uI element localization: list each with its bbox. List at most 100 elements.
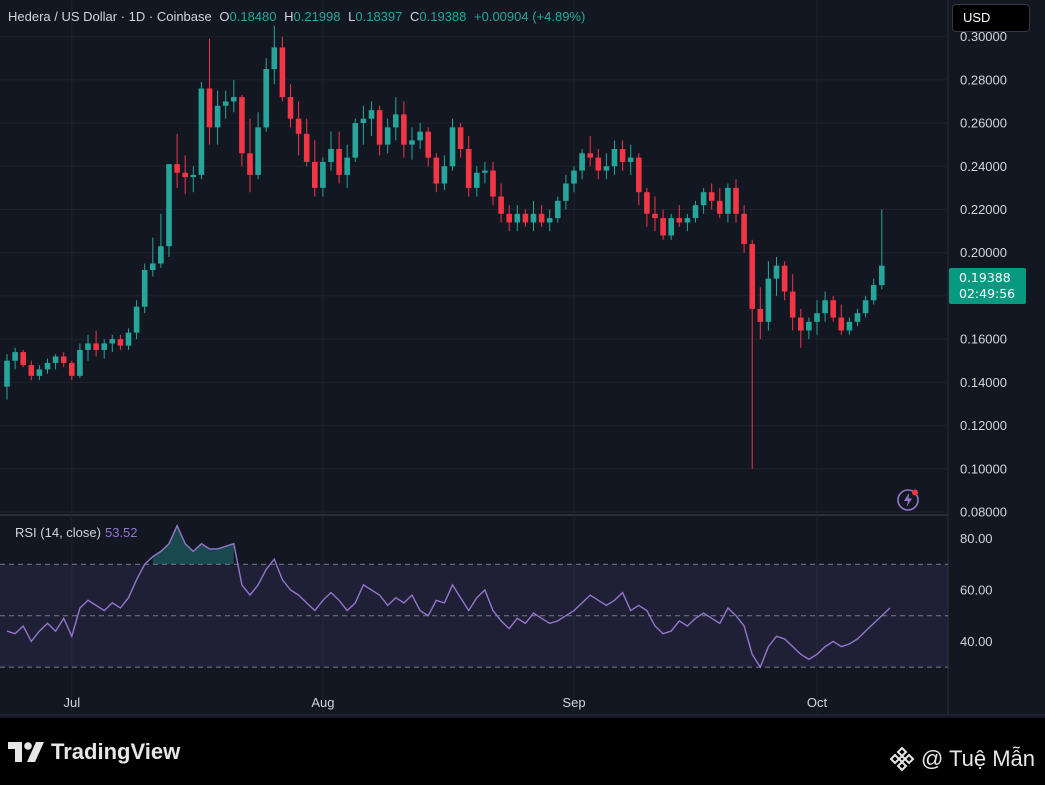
candle-body — [870, 285, 877, 301]
last-price: 0.19388 — [959, 270, 1011, 285]
candle-body — [93, 343, 99, 350]
candle-body — [579, 153, 585, 171]
candle-body — [376, 110, 383, 145]
candle-body — [482, 170, 488, 173]
price-tick-label: 0.30000 — [960, 29, 1007, 44]
candle-body — [85, 343, 91, 350]
rsi-line — [6, 523, 891, 669]
candle-body — [77, 349, 83, 376]
candle-body — [571, 170, 577, 184]
candle-body — [312, 161, 318, 188]
candle-body — [393, 114, 399, 128]
close-label: C — [410, 9, 420, 24]
candle-body — [814, 313, 820, 322]
candle-body — [52, 356, 59, 363]
candle-body — [619, 148, 626, 162]
candle-body — [320, 161, 326, 188]
watermark-text: @ Tuệ Mẫn — [920, 746, 1035, 771]
candle-body — [247, 153, 253, 175]
candle-body — [806, 321, 812, 331]
ohlc-legend: Hedera / US Dollar · 1D · Coinbase O0.18… — [8, 9, 585, 24]
candle-body — [190, 174, 197, 178]
tradingview-logo[interactable]: TradingView — [8, 738, 180, 766]
candle-body — [360, 118, 367, 124]
symbol-title[interactable]: Hedera / US Dollar · 1D · Coinbase — [8, 9, 212, 24]
time-tick-label: Aug — [311, 695, 334, 710]
candle-body — [717, 200, 723, 214]
candle-body — [352, 123, 359, 158]
candle-body — [741, 213, 747, 245]
tradingview-logo-text: TradingView — [51, 739, 181, 764]
candle-body — [879, 265, 885, 286]
candle-body — [60, 356, 67, 363]
candle-body — [231, 97, 237, 102]
candle-body — [822, 300, 828, 314]
candle-body — [862, 300, 869, 314]
close-value: 0.19388 — [419, 9, 467, 24]
candle-body — [611, 148, 618, 167]
candle-body — [789, 291, 796, 318]
candle-body — [692, 205, 699, 219]
price-tick-label: 0.14000 — [960, 375, 1007, 390]
candle-body — [255, 127, 261, 175]
currency-button[interactable]: USD — [952, 4, 1030, 32]
candle-body — [757, 308, 764, 322]
candle-body — [222, 101, 229, 106]
price-tick-label: 0.20000 — [960, 245, 1007, 260]
price-tick-label: 0.26000 — [960, 116, 1007, 131]
candle-body — [69, 362, 75, 376]
candle-body — [263, 69, 269, 128]
candle-body — [425, 131, 431, 158]
candle-body — [749, 244, 755, 309]
candle-body — [498, 196, 504, 214]
candle-body — [603, 166, 610, 171]
rsi-label: RSI (14, close) — [15, 525, 101, 540]
candle-body — [449, 127, 456, 167]
rsi-legend[interactable]: RSI (14, close) 53.52 — [15, 525, 138, 540]
candle-body — [457, 127, 464, 149]
price-tick-label: 0.16000 — [960, 332, 1007, 347]
candle-body — [587, 153, 593, 158]
candle-body — [522, 213, 529, 223]
last-price-tag: 0.19388 02:49:56 — [949, 268, 1026, 304]
candle-body — [433, 157, 440, 184]
candle-body — [555, 200, 561, 219]
price-tick-label: 0.22000 — [960, 202, 1007, 217]
candle-body — [652, 213, 658, 219]
rsi-tick-label: 60.00 — [960, 583, 993, 598]
open-value: 0.18480 — [229, 9, 277, 24]
candle-body — [295, 118, 302, 134]
time-tick-label: Jul — [63, 695, 80, 710]
candle-body — [239, 97, 245, 154]
high-label: H — [284, 9, 294, 24]
candle-body — [279, 47, 286, 98]
time-tick-label: Oct — [807, 695, 828, 710]
candle-body — [781, 265, 788, 292]
change-value: +0.00904 (+4.89%) — [474, 9, 586, 24]
candle-body — [490, 170, 496, 197]
candle-body — [101, 343, 107, 350]
candle-body — [684, 218, 691, 223]
candles-group — [4, 25, 885, 469]
candle-body — [441, 166, 448, 184]
candle-body — [538, 213, 545, 223]
candle-body — [474, 172, 480, 188]
high-value: 0.21998 — [293, 9, 341, 24]
candle-body — [368, 110, 375, 119]
candle-body — [530, 213, 537, 223]
candle-body — [214, 105, 221, 128]
candle-body — [182, 172, 188, 178]
candle-body — [830, 300, 836, 318]
candle-body — [676, 218, 683, 223]
candle-body — [417, 131, 423, 141]
candle-body — [773, 265, 780, 279]
lightning-icon[interactable] — [896, 488, 920, 512]
candle-body — [660, 218, 666, 236]
time-tick-label: Sep — [562, 695, 585, 710]
price-tick-label: 0.12000 — [960, 418, 1007, 433]
candle-body — [563, 183, 569, 201]
open-label: O — [219, 9, 230, 24]
chart-canvas[interactable]: 0.30000 0.28000 0.26000 0.24000 0.22000 0.200… — [0, 0, 1045, 718]
candle-body — [700, 192, 707, 206]
low-label: L — [348, 9, 356, 24]
